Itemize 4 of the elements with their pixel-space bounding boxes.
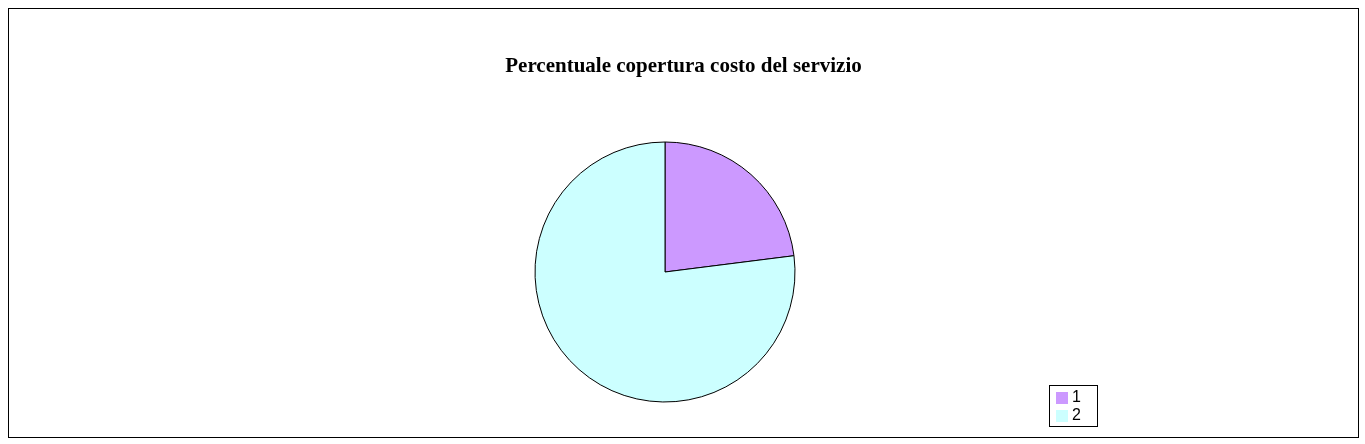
pie-slice bbox=[534, 141, 796, 403]
legend-label: 1 bbox=[1072, 388, 1081, 405]
legend-label: 2 bbox=[1072, 406, 1081, 423]
chart-title: Percentuale copertura costo del servizio bbox=[504, 53, 863, 78]
